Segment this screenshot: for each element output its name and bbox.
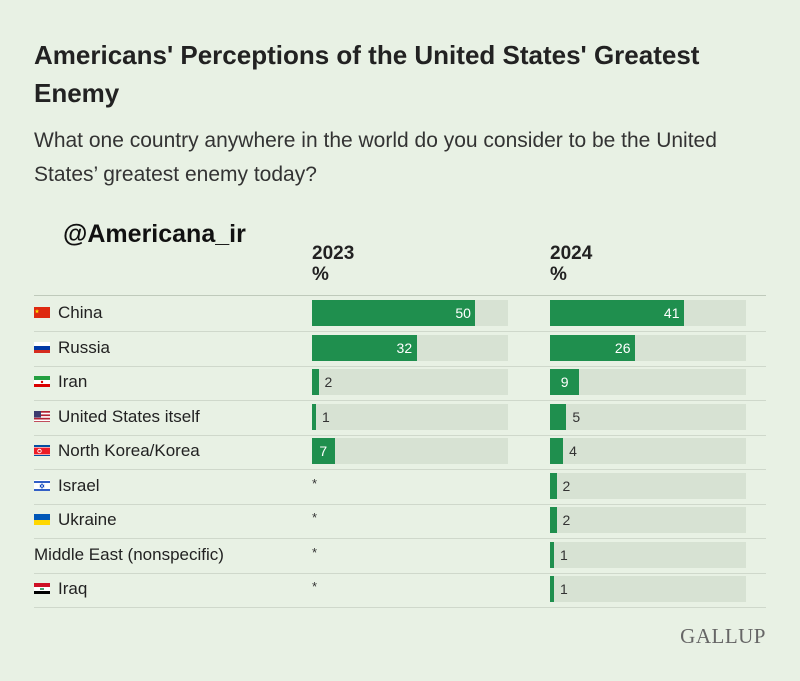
column-header-2023: 2023 %	[312, 243, 354, 285]
value-label: 7	[319, 443, 328, 459]
chart-title: Americans' Perceptions of the United Sta…	[34, 40, 700, 108]
value-label: 2	[562, 477, 571, 494]
bar-track: 2	[550, 507, 746, 533]
chart-row: Iran 2 9	[0, 366, 800, 401]
value-label: 1	[560, 581, 568, 597]
bar-2023	[312, 438, 335, 464]
column-unit-2024: %	[550, 264, 567, 285]
column-unit-2023: %	[312, 264, 329, 285]
category-label: Iraq	[58, 579, 88, 598]
watermark: @Americana_ir	[63, 220, 246, 248]
value-label: *	[312, 510, 318, 525]
bar-track: 2	[312, 369, 508, 395]
usa-flag-icon	[34, 410, 50, 422]
bar-2024	[550, 576, 554, 602]
bar-2023	[312, 369, 319, 395]
row-divider	[34, 400, 766, 401]
value-label: 32	[396, 339, 413, 356]
bar-2024	[550, 369, 580, 395]
iraq-flag-icon	[34, 582, 50, 594]
north-korea-flag-icon	[34, 444, 50, 456]
category-label: Ukraine	[58, 510, 117, 529]
row-divider	[34, 572, 766, 574]
row-divider	[34, 365, 766, 367]
category-label: China	[58, 303, 103, 322]
iran-flag-icon	[34, 375, 50, 387]
bar-track: 5	[550, 403, 746, 430]
value-label: 1	[560, 546, 568, 563]
column-header-2024: 2024 %	[550, 243, 592, 285]
bar-track: 2	[550, 472, 746, 499]
bar-track: 1	[550, 576, 746, 602]
chart-row: Middle East (nonspecific) * 1	[0, 539, 800, 574]
value-label: *	[312, 579, 318, 594]
bar-2023	[312, 300, 476, 326]
chart-row: Russia 32 26	[0, 332, 800, 367]
bar-2023	[312, 334, 417, 361]
chart-row: China 50 41	[0, 297, 800, 332]
category-label: Russia	[58, 337, 110, 357]
chart-subtitle: What one country anywhere in the world d…	[34, 129, 717, 186]
bar-2023	[312, 403, 316, 430]
bar-2024	[550, 438, 564, 464]
bar-track: 4	[550, 438, 746, 464]
header-divider	[34, 295, 766, 296]
bar-track: 7	[312, 438, 508, 464]
value-label: 50	[455, 305, 471, 321]
category-label: Israel	[58, 475, 100, 495]
bar-track: 1	[312, 403, 508, 430]
value-label: *	[312, 544, 318, 560]
value-label: 5	[572, 408, 581, 425]
chart-row: Ukraine * 2	[0, 504, 800, 539]
bar-2024	[550, 403, 567, 430]
bar-track: 32	[312, 334, 508, 361]
chart-row: North Korea/Korea 7 4	[0, 435, 800, 470]
row-divider	[34, 538, 766, 539]
china-flag-icon	[34, 306, 50, 318]
category-label: Iran	[58, 372, 88, 391]
row-divider	[34, 607, 766, 608]
chart-row: Iraq * 1	[0, 573, 800, 608]
russia-flag-icon	[34, 341, 50, 353]
bar-2024	[550, 334, 635, 361]
row-divider	[34, 469, 766, 470]
category-label: Middle East (nonspecific)	[34, 544, 224, 564]
row-divider	[34, 434, 766, 436]
chart-row: Israel * 2	[0, 470, 800, 505]
value-label: 4	[569, 443, 577, 459]
bar-track: 26	[550, 334, 746, 361]
value-label: *	[312, 475, 318, 491]
column-year-2023: 2023	[312, 243, 355, 264]
bar-track: 9	[550, 369, 746, 395]
bar-2024	[550, 300, 684, 326]
value-label: 2	[324, 374, 333, 390]
value-label: 1	[322, 408, 330, 425]
israel-flag-icon	[34, 479, 50, 491]
gallup-logo: GALLUP	[680, 624, 766, 648]
bar-2024	[550, 472, 557, 499]
row-divider	[34, 331, 766, 332]
bar-2024	[550, 541, 554, 568]
value-label: 9	[560, 374, 569, 390]
value-label: 41	[663, 305, 680, 321]
category-label: United States itself	[58, 406, 200, 426]
category-label: North Korea/Korea	[58, 441, 200, 460]
bar-track: 41	[550, 300, 746, 326]
chart-row: United States itself 1 5	[0, 401, 800, 436]
row-divider	[34, 503, 766, 505]
column-year-2024: 2024	[550, 243, 593, 264]
ukraine-flag-icon	[34, 513, 50, 525]
bar-track: 1	[550, 541, 746, 568]
bar-track: 50	[312, 300, 508, 326]
value-label: 26	[614, 339, 631, 356]
value-label: 2	[562, 512, 571, 528]
bar-2024	[550, 507, 557, 533]
